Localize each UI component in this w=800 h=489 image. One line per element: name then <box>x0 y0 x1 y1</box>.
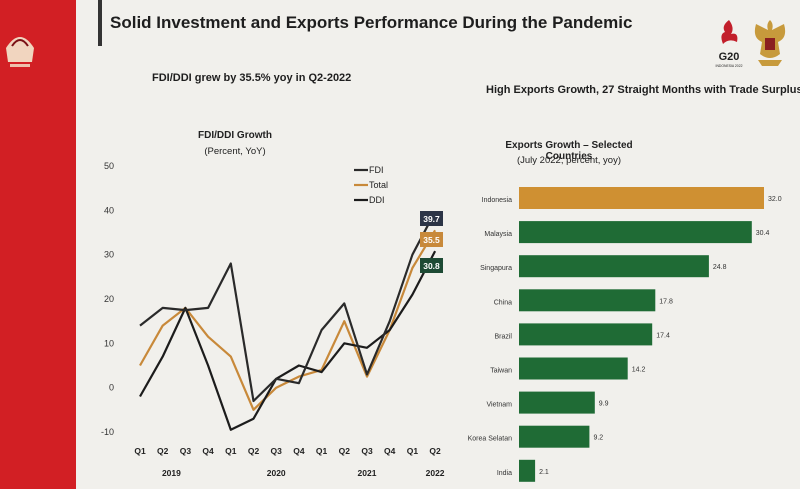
bar-category-label: China <box>494 299 512 306</box>
year-label: 2019 <box>162 468 181 478</box>
g20-logo-icon: G20 INDONESIA 2022 <box>716 20 743 68</box>
bar-value-label: 9.9 <box>599 401 609 408</box>
year-label: 2022 <box>426 468 445 478</box>
y-tick-label: 20 <box>104 294 114 304</box>
legend-label-fdi: FDI <box>369 165 384 175</box>
x-tick-label: Q2 <box>429 446 441 456</box>
bar-value-label: 24.8 <box>713 264 727 271</box>
bar-value-label: 9.2 <box>593 435 603 442</box>
bar-category-label: India <box>497 470 512 477</box>
x-tick-label: Q2 <box>339 446 351 456</box>
bar-brazil <box>519 323 653 346</box>
y-tick-label: -10 <box>101 427 114 437</box>
x-tick-label: Q3 <box>271 446 283 456</box>
x-tick-label: Q4 <box>293 446 305 456</box>
bar-category-label: Korea Selatan <box>468 436 512 443</box>
fdi-ddi-line-chart: 50 40 30 20 10 0 -10 Q1 Q2 Q3 Q4 Q1 Q2 Q3 Q4 Q1 Q2 Q3 Q4 Q1… <box>101 161 445 478</box>
bar-value-label: 32.0 <box>768 196 782 203</box>
line-chart-title: FDI/DDI Growth <box>198 130 272 141</box>
g20-subtext: INDONESIA 2022 <box>716 64 743 68</box>
bar-china <box>519 289 656 312</box>
bar-category-label: Singapura <box>480 265 512 272</box>
y-tick-label: 0 <box>109 383 114 393</box>
series-line-total <box>139 229 437 411</box>
series-line-ddi <box>139 250 437 431</box>
bar-india <box>519 459 536 482</box>
year-label: 2021 <box>358 468 377 478</box>
x-tick-label: Q2 <box>248 446 260 456</box>
bar-chart-subtitle: (July 2022, percent, yoy) <box>516 155 622 166</box>
x-tick-label: Q1 <box>316 446 328 456</box>
end-value-badge <box>420 232 443 247</box>
bar-category-label: Vietnam <box>486 402 512 409</box>
bar-category-label: Taiwan <box>490 368 512 375</box>
bar-indonesia <box>519 187 764 209</box>
line-chart-subtitle: (Percent, YoY) <box>204 146 266 157</box>
bar-singapura <box>519 255 709 278</box>
bar-value-label: 30.4 <box>756 230 770 237</box>
bar-value-label: 17.8 <box>659 298 673 305</box>
bar-value-label: 14.2 <box>632 367 646 374</box>
slide-title: Solid Investment and Exports Performance… <box>110 13 633 32</box>
bar-taiwan <box>519 357 628 380</box>
end-value-label: 30.8 <box>423 261 440 271</box>
bar-value-label: 2.1 <box>539 469 549 476</box>
legend-label-total: Total <box>369 180 388 190</box>
end-value-label: 35.5 <box>423 235 440 245</box>
y-tick-label: 40 <box>104 205 114 215</box>
x-tick-label: Q4 <box>384 446 396 456</box>
x-tick-label: Q3 <box>180 446 192 456</box>
y-tick-label: 30 <box>104 250 114 260</box>
garuda-emblem-icon <box>754 20 786 66</box>
title-accent-bar <box>98 0 102 46</box>
right-subtitle: High Exports Growth, 27 Straight Months … <box>486 84 800 96</box>
year-label: 2020 <box>267 468 286 478</box>
bar-value-label: 17.4 <box>656 332 670 339</box>
legend-label-ddi: DDI <box>369 195 385 205</box>
x-tick-label: Q2 <box>157 446 169 456</box>
y-tick-label: 50 <box>104 161 114 171</box>
bar-malaysia <box>519 221 752 244</box>
x-tick-label: Q1 <box>134 446 146 456</box>
emblem-icon <box>6 37 34 67</box>
end-value-label: 39.7 <box>423 214 440 224</box>
red-side-panel <box>0 0 76 489</box>
g20-text: G20 <box>719 51 740 63</box>
end-value-badge <box>420 211 443 226</box>
left-subtitle: FDI/DDI grew by 35.5% yoy in Q2-2022 <box>152 72 352 84</box>
bar-category-label: Malaysia <box>484 231 512 238</box>
series-line-fdi <box>139 211 437 403</box>
x-tick-label: Q1 <box>225 446 237 456</box>
bar-category-label: Brazil <box>494 333 512 340</box>
y-tick-label: 10 <box>104 338 114 348</box>
end-value-badge <box>420 258 443 273</box>
exports-bar-chart: Indonesia 32.0 Malaysia 30.4 Singapura 24.8 Ch… <box>468 187 782 482</box>
bar-korea-selatan <box>519 425 590 448</box>
bar-category-label: Indonesia <box>482 197 512 204</box>
bar-vietnam <box>519 391 595 414</box>
x-tick-label: Q4 <box>202 446 214 456</box>
x-tick-label: Q1 <box>407 446 419 456</box>
bar-chart-title: Exports Growth – Selected Countries <box>505 140 633 162</box>
x-tick-label: Q3 <box>361 446 373 456</box>
